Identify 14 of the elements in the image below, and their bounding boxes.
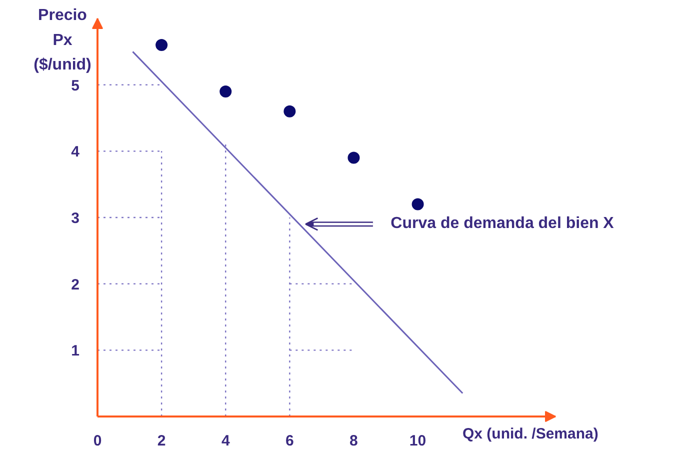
annotation: Curva de demanda del bien X: [390, 215, 614, 232]
y-tick-label: 4: [71, 144, 80, 161]
y-tick-label: 3: [71, 210, 80, 227]
x-tick-label: 10: [409, 432, 426, 450]
x-tick-label: 0: [93, 432, 102, 450]
x-tick-label: 6: [285, 432, 294, 450]
x-tick-label: 2: [157, 432, 166, 450]
x-tick-label: 4: [221, 432, 230, 450]
y-tick-label: 2: [71, 276, 80, 294]
y-tick-label: 1: [71, 342, 80, 360]
x-tick-label: 8: [350, 432, 358, 450]
y-tick-label: 5: [71, 77, 80, 94]
y-axis-title: Precio Px ($/unid): [34, 7, 92, 74]
x-axis-title: Qx (unid. /Semana): [462, 426, 598, 442]
